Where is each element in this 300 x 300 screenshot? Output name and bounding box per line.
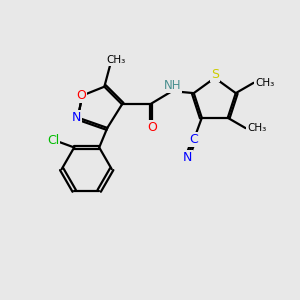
Text: O: O	[76, 89, 86, 102]
Text: S: S	[211, 68, 219, 81]
Text: NH: NH	[164, 79, 182, 92]
Text: N: N	[182, 151, 192, 164]
Text: CH₃: CH₃	[247, 123, 266, 133]
Text: C: C	[189, 133, 198, 146]
Text: CH₃: CH₃	[106, 55, 125, 65]
Text: CH₃: CH₃	[255, 78, 274, 88]
Text: N: N	[72, 111, 81, 124]
Text: O: O	[147, 122, 157, 134]
Text: Cl: Cl	[47, 134, 59, 148]
